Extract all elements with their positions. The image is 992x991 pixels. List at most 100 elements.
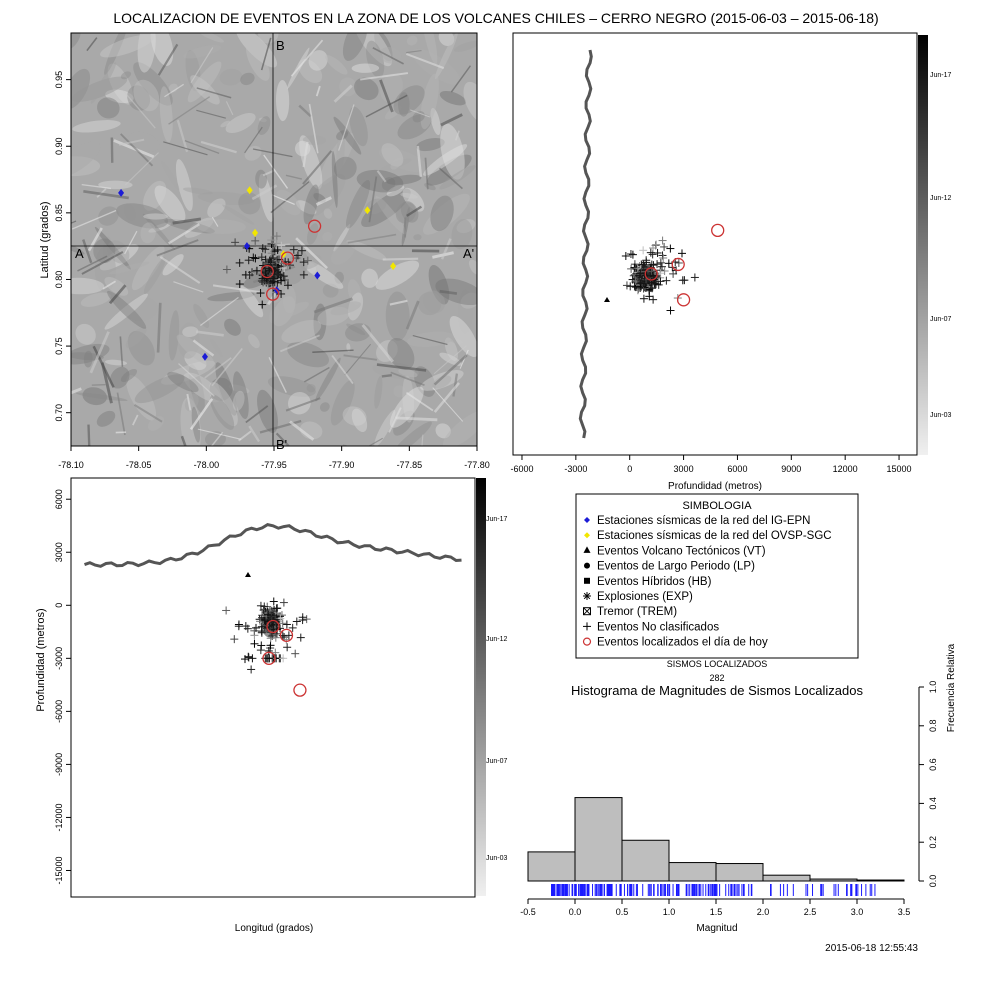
terrain-patch	[460, 292, 477, 309]
terrain-patch	[75, 323, 96, 345]
histogram-y-tick-label: 0.8	[928, 720, 938, 733]
histogram-bar	[809, 878, 858, 882]
terrain-ridge	[405, 391, 434, 412]
terrain-patch	[276, 189, 301, 216]
terrain-patch	[413, 366, 436, 397]
terrain-patch	[287, 341, 329, 368]
terrain-ridge	[119, 336, 124, 367]
histogram-x-tick-label: 1.0	[663, 907, 676, 917]
depth-panel: -6000 -3000 0 3000 6000 9000 12000 15000 Profun…	[510, 32, 952, 492]
histogram-y-axis: 0.0 0.2 0.4 0.6 0.8 1.0	[918, 681, 938, 887]
terrain-ridge	[450, 65, 472, 93]
histogram-title: Histograma de Magnitudes de Sismos Local…	[571, 683, 863, 698]
event-today-ring	[307, 219, 322, 233]
station-ovsp-sgc	[246, 186, 253, 195]
depth-x-axis: -6000 -3000 0 3000 6000 9000 12000 15000	[510, 455, 912, 474]
terrain-patch	[210, 394, 235, 430]
terrain-ridge	[433, 345, 467, 375]
square-icon	[584, 577, 590, 584]
terrain-patch	[207, 198, 226, 218]
histogram-x-tick-label: 2.0	[757, 907, 770, 917]
section-y-tick-label: 0	[54, 603, 64, 608]
terrain-ridge	[333, 84, 353, 103]
terrain-ridge	[186, 393, 192, 411]
terrain-ridge	[120, 133, 154, 167]
section-panel: 6000 3000 0 -3000 -6000 -9000 -12000 -15000 Pro…	[35, 477, 508, 934]
terrain-patch	[387, 337, 415, 370]
map-panel: A A' B B' -78.10 -78.05 -78.00 -77.95 -77.90…	[39, 32, 490, 470]
terrain-ridge	[176, 119, 189, 153]
terrain-ridge	[347, 233, 397, 244]
station-ovsp-sgc	[390, 262, 397, 271]
histogram-bar	[621, 839, 670, 882]
terrain-patch	[182, 326, 199, 338]
terrain-ridge	[87, 227, 103, 252]
depth-x-tick-label: -6000	[510, 464, 533, 474]
terrain-patch	[133, 62, 173, 106]
section-colorbar-label: Jun-17	[486, 516, 508, 523]
terrain-ridge	[211, 216, 219, 227]
terrain-ridge	[267, 292, 277, 306]
terrain-ridge	[388, 407, 402, 433]
terrain-patch	[422, 290, 446, 314]
terrain-ridge	[438, 167, 463, 190]
terrain-ridge	[313, 297, 353, 314]
terrain-ridge	[372, 47, 405, 65]
terrain-ridge	[225, 101, 234, 116]
terrain-patch	[246, 42, 270, 81]
terrain-patch	[134, 374, 185, 404]
terrain-patch	[308, 50, 328, 71]
legend-item: Estaciones sísmicas de la red del OVSP-S…	[584, 530, 832, 542]
terrain-patch	[224, 318, 241, 336]
terrain-patch	[258, 117, 267, 123]
terrain-patch	[380, 158, 412, 172]
terrain-ridge	[81, 183, 112, 190]
terrain-patch	[110, 366, 130, 389]
histogram-bar	[574, 797, 623, 882]
terrain-patch	[108, 261, 150, 275]
terrain-patch	[131, 245, 165, 291]
terrain-patch	[444, 337, 459, 361]
terrain-patch	[330, 380, 355, 426]
terrain-patch	[315, 357, 341, 402]
terrain-patch	[104, 33, 129, 75]
terrain-patch	[352, 33, 392, 67]
section-y-label: Profundidad (metros)	[35, 608, 47, 711]
terrain-patch	[305, 173, 346, 217]
legend-item: Eventos Volcano Tectónicos (VT)	[583, 545, 766, 557]
terrain-patch	[374, 409, 396, 446]
terrain-patch	[397, 113, 432, 140]
terrain-ridge	[381, 373, 392, 378]
histogram-x-axis: -0.5 0.0 0.5 1.0 1.5 2.0 2.5 3.0 3.5	[520, 898, 910, 917]
section-y-tick-label: 3000	[54, 542, 64, 562]
legend-item-label: Eventos Volcano Tectónicos (VT)	[597, 545, 766, 557]
terrain-patch	[185, 50, 201, 92]
terrain-patch	[456, 219, 476, 234]
histogram-bars	[527, 797, 905, 882]
terrain-patch	[258, 173, 275, 222]
section-y-tick-label: -6000	[54, 700, 64, 723]
map-x-tick-label: -78.10	[58, 460, 84, 470]
legend-title: SIMBOLOGIA	[682, 500, 752, 512]
terrain-patch	[317, 306, 350, 326]
terrain-patch	[96, 410, 116, 427]
terrain-ridge	[172, 217, 202, 225]
terrain-ridge	[102, 280, 117, 290]
terrain-patch	[219, 68, 243, 86]
terrain-ridge	[118, 138, 145, 146]
map-y-tick-label: 0.90	[54, 137, 64, 155]
histogram-bar	[715, 863, 764, 882]
legend-item-label: Estaciones sísmicas de la red del OVSP-S…	[597, 530, 832, 542]
terrain-ridge	[86, 37, 98, 52]
map-x-tick-label: -77.90	[329, 460, 355, 470]
section-today-ring	[293, 683, 307, 697]
terrain-patch	[412, 48, 461, 85]
map-x-tick-label: -77.95	[261, 460, 287, 470]
terrain-patch	[439, 90, 467, 106]
terrain-patch	[269, 306, 280, 324]
depth-x-tick-label: 9000	[781, 464, 801, 474]
legend: SIMBOLOGIA Estaciones sísmicas de la red…	[575, 493, 859, 659]
depth-x-tick-label: 0	[627, 464, 632, 474]
map-x-tick-label: -77.85	[397, 460, 423, 470]
station-ig-epn	[118, 188, 125, 197]
